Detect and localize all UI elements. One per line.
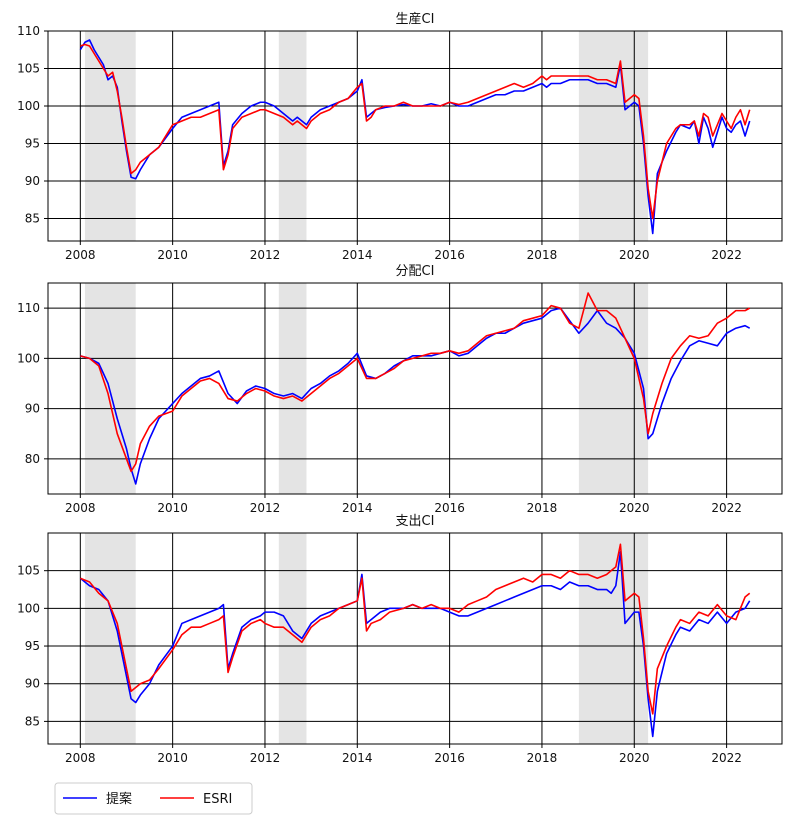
plot-frame: [47, 532, 783, 745]
plot-frame: [47, 30, 783, 242]
x-tick-label: 2014: [342, 248, 373, 262]
x-tick-label: 2010: [157, 248, 188, 262]
x-tick-label: 2010: [157, 501, 188, 515]
x-tick-label: 2018: [527, 501, 558, 515]
x-tick-label: 2012: [250, 248, 281, 262]
recession-band: [578, 31, 649, 241]
chart-panel-1: 2008 2010 2012 2014 2016 2018 2020 2022 85 90 95 10…: [17, 11, 783, 262]
x-tick-label: 2018: [527, 751, 558, 765]
x-tick-label: 2016: [434, 751, 465, 765]
recession-band: [578, 283, 649, 494]
plot-frame: [47, 282, 783, 495]
x-tick-label: 2008: [65, 248, 96, 262]
x-tick-label: 2010: [157, 751, 188, 765]
recession-band: [278, 31, 307, 241]
y-tick-label: 85: [25, 714, 40, 728]
x-tick-label: 2018: [527, 248, 558, 262]
chart-panel-2: 2008 2010 2012 2014 2016 2018 2020 2022 80 90 100 1…: [17, 264, 783, 515]
recession-band: [84, 533, 136, 744]
series-line-esri: [80, 292, 751, 473]
x-tick-label: 2022: [711, 501, 742, 515]
x-tick-label: 2008: [65, 501, 96, 515]
chart-title: 分配CI: [396, 264, 435, 279]
x-tick-label: 2016: [434, 501, 465, 515]
legend-box: [54, 782, 253, 815]
recession-band: [278, 283, 307, 494]
y-tick-label: 95: [25, 137, 40, 151]
y-tick-label: 110: [17, 301, 40, 315]
y-tick-label: 85: [25, 212, 40, 226]
x-tick-label: 2008: [65, 751, 96, 765]
x-tick-label: 2020: [619, 751, 650, 765]
chart-title: 支出CI: [396, 514, 435, 529]
y-tick-label: 100: [17, 351, 40, 365]
recession-band: [84, 31, 136, 241]
y-tick-label: 95: [25, 639, 40, 653]
recession-band: [578, 533, 649, 744]
series-line-proposal: [79, 551, 751, 738]
chart-title: 生産CI: [396, 11, 435, 27]
y-tick-label: 100: [17, 99, 40, 113]
x-tick-label: 2012: [250, 501, 281, 515]
series-line-proposal: [79, 39, 751, 235]
x-tick-label: 2016: [434, 248, 465, 262]
series-line-esri: [80, 543, 751, 715]
x-tick-label: 2014: [342, 501, 373, 515]
y-tick-label: 110: [17, 24, 40, 38]
y-tick-label: 90: [25, 677, 40, 691]
x-tick-label: 2014: [342, 751, 373, 765]
y-tick-label: 105: [17, 62, 40, 76]
y-tick-label: 90: [25, 402, 40, 416]
y-tick-label: 80: [25, 452, 40, 466]
x-tick-label: 2022: [711, 248, 742, 262]
legend-label: ESRI: [203, 792, 232, 807]
x-tick-label: 2020: [619, 248, 650, 262]
series-line-proposal: [80, 307, 751, 485]
y-tick-label: 100: [17, 601, 40, 615]
y-tick-label: 105: [17, 564, 40, 578]
x-tick-label: 2012: [250, 751, 281, 765]
x-tick-label: 2020: [619, 501, 650, 515]
x-tick-label: 2022: [711, 751, 742, 765]
y-tick-label: 90: [25, 174, 40, 188]
legend: 提案 ESRI: [54, 782, 253, 815]
legend-label: 提案: [106, 791, 132, 807]
series-line-esri: [80, 43, 751, 220]
chart-panel-3: 2008 2010 2012 2014 2016 2018 2020 2022 85 90 95 10…: [17, 514, 783, 765]
